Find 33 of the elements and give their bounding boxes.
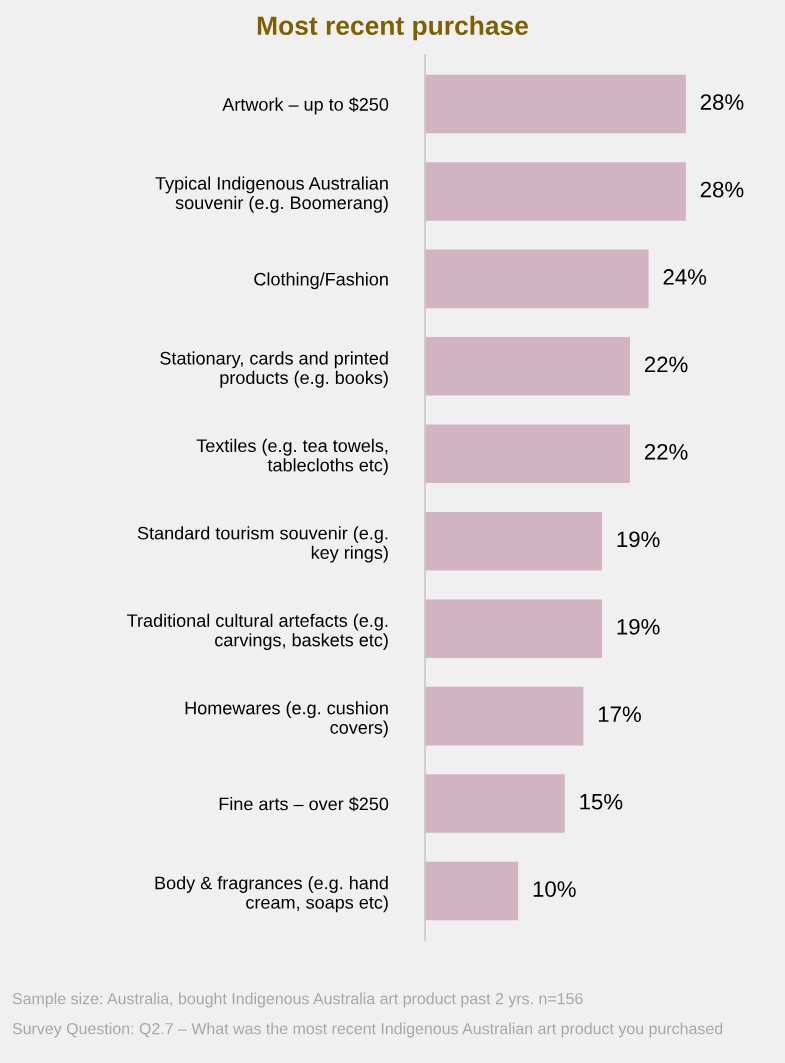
- data-label: 22%: [644, 444, 688, 460]
- bar: [425, 861, 519, 921]
- data-label: 28%: [700, 181, 744, 198]
- y-tick-label: Stationary, cards and printed products (e.g. books): [160, 351, 388, 388]
- data-label: 15%: [580, 793, 623, 810]
- bar: [425, 249, 649, 309]
- y-tick-label: Typical Indigenous Australian souvenir (e.g. Boomerang): [155, 176, 388, 213]
- text: Survey Question: Q2.7 – What was the most recent Indigenous Australian art product you purchased: [12, 1022, 723, 1038]
- y-tick-label: Clothing/Fashion: [254, 272, 388, 290]
- data-label: 28%: [700, 94, 744, 110]
- data-label: 22%: [644, 356, 688, 373]
- bar: [425, 774, 565, 833]
- bar: [425, 686, 584, 746]
- data-label: 19%: [617, 531, 660, 548]
- y-tick-label: Traditional cultural artefacts (e.g. carvings, baskets etc): [127, 613, 388, 650]
- y-tick-label: Homewares (e.g. cushion covers): [185, 701, 388, 738]
- y-tick-label: Textiles (e.g. tea towels, tablecloths etc): [196, 438, 388, 476]
- bar: [425, 337, 630, 396]
- y-tick-label: Fine arts – over $250: [219, 796, 389, 812]
- chart-title: Most recent purchase: [257, 15, 528, 41]
- data-label: 17%: [598, 706, 641, 722]
- y-tick-label: Body & fragrances (e.g. hand cream, soaps etc): [155, 876, 388, 913]
- bar: [425, 424, 630, 484]
- y-tick-label: Artwork – up to $250: [222, 97, 389, 115]
- y-tick-label: Standard tourism souvenir (e.g. key rings): [137, 526, 388, 563]
- bar: [425, 599, 602, 658]
- data-label: 24%: [663, 269, 707, 285]
- bar: [425, 511, 602, 571]
- text: Sample size: Australia, bought Indigenous Australia art product past 2 yrs. n=156: [12, 992, 583, 1008]
- data-label: 10%: [533, 881, 576, 897]
- data-label: 19%: [617, 618, 660, 635]
- bar: [425, 162, 686, 221]
- bar: [425, 74, 686, 134]
